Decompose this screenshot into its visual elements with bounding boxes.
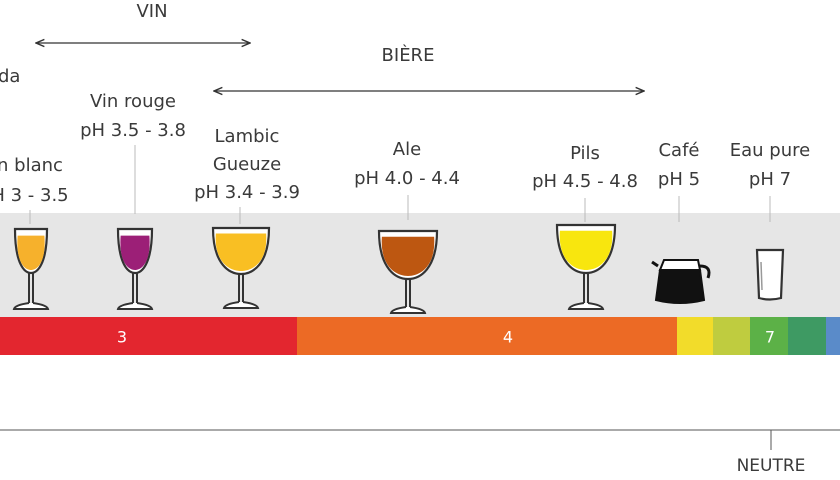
drink-ph: pH 3.4 - 3.9 — [194, 182, 300, 203]
drink-ph: pH 4.5 - 4.8 — [532, 171, 638, 192]
drink-name: Vin rouge — [90, 91, 176, 112]
drink-name: Pils — [570, 143, 600, 164]
connectors — [29, 145, 771, 224]
scale-label: 3 — [117, 328, 127, 347]
drink-ph: pH 4.0 - 4.4 — [354, 168, 460, 189]
drink-name: Eau pure — [730, 140, 810, 161]
group-label: VIN — [136, 1, 167, 22]
drink-ph: pH 5 — [658, 169, 700, 190]
drink-name: n blanc — [0, 155, 63, 176]
group-label: BIÈRE — [382, 44, 435, 66]
drink-name: Lambic Gueuze — [213, 126, 281, 175]
scale-label: 7 — [765, 328, 775, 347]
ph-bar — [0, 317, 840, 355]
scale-label: 4 — [503, 328, 513, 347]
group-label: da — [0, 66, 20, 87]
drink-name: Ale — [393, 139, 421, 160]
glasses — [12, 223, 785, 314]
drink-name: Café — [658, 140, 699, 161]
drink-ph: pH 3.5 - 3.8 — [80, 120, 186, 141]
neutral-label: NEUTRE — [737, 456, 806, 476]
drink-ph: H 3 - 3.5 — [0, 185, 69, 206]
drink-ph: pH 7 — [749, 169, 791, 190]
